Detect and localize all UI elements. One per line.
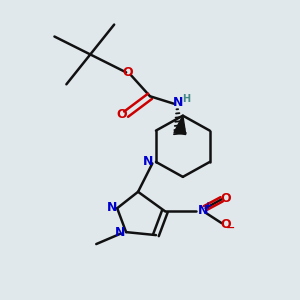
Text: −: −: [226, 223, 235, 233]
Text: O: O: [117, 108, 127, 121]
Polygon shape: [174, 116, 186, 135]
Text: O: O: [220, 218, 231, 231]
Text: N: N: [198, 203, 208, 217]
Text: H: H: [182, 94, 190, 103]
Text: N: N: [142, 155, 153, 168]
Text: O: O: [122, 66, 133, 79]
Text: N: N: [107, 201, 117, 214]
Text: N: N: [173, 96, 184, 109]
Text: N: N: [115, 226, 125, 239]
Text: +: +: [205, 201, 213, 211]
Text: O: O: [220, 192, 231, 205]
